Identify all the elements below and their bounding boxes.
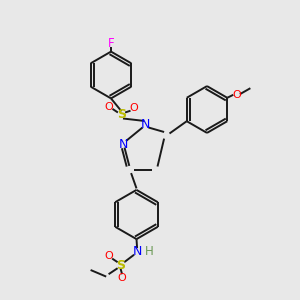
Text: H: H [145, 244, 154, 258]
Text: N: N [118, 137, 128, 151]
Text: O: O [232, 90, 241, 100]
Text: O: O [130, 103, 139, 113]
Text: N: N [132, 245, 142, 258]
Text: O: O [118, 273, 127, 283]
Text: O: O [105, 250, 114, 261]
Text: F: F [108, 37, 114, 50]
Text: S: S [116, 259, 125, 272]
Text: S: S [117, 108, 126, 122]
Text: O: O [104, 101, 113, 112]
Text: N: N [141, 118, 150, 131]
